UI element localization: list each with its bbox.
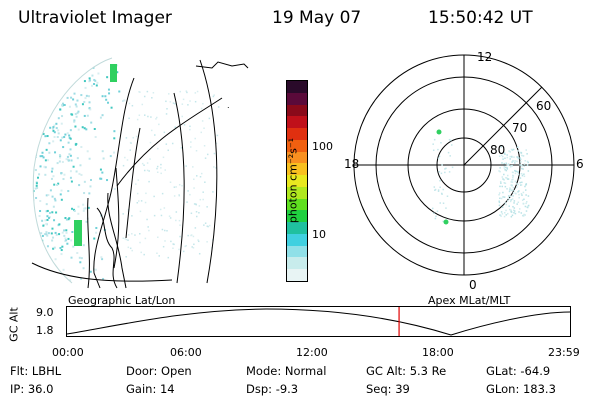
- colorbar-segment: [287, 222, 307, 234]
- colorbar-segment: [287, 186, 307, 199]
- status-seq: Seq: 39: [366, 382, 410, 396]
- timeline-x-tick: 23:59: [548, 346, 580, 359]
- observation-time: 15:50:42 UT: [428, 8, 533, 28]
- mlt-label-bottom: 0: [469, 278, 477, 292]
- status-door: Door: Open: [126, 364, 192, 378]
- status-flt: Flt: LBHL: [10, 364, 62, 378]
- timeline-frame: [66, 306, 571, 337]
- colorbar-segment: [287, 139, 307, 152]
- colorbar-tick-label: 100: [312, 140, 333, 153]
- colorbar-segment: [287, 198, 307, 211]
- lat-label: 70: [512, 121, 527, 135]
- colorbar-segment: [287, 233, 307, 246]
- timeline-y-tick: 1.8: [36, 324, 54, 337]
- right-panel-caption: Apex MLat/MLT: [428, 294, 511, 307]
- status-ip: IP: 36.0: [10, 382, 54, 396]
- status-dsp: Dsp: -9.3: [246, 382, 299, 396]
- timeline-y-tick: 9.0: [36, 306, 54, 319]
- aurora-spot: [436, 129, 442, 135]
- mlt-label-top: 12: [477, 50, 492, 64]
- colorbar-segment: [287, 92, 307, 105]
- mlt-axis-diagonal: [463, 86, 543, 166]
- altitude-curve: [66, 308, 571, 336]
- mlt-label-left: 18: [344, 157, 359, 171]
- polar-mlt-plot: 12 0 18 6 60 70 80: [344, 50, 584, 292]
- left-panel-caption: Geographic Lat/Lon: [68, 294, 176, 307]
- observation-date: 19 May 07: [272, 8, 362, 28]
- status-glat: GLat: -64.9: [486, 364, 551, 378]
- coast-mark: .: [227, 101, 230, 110]
- lat-label: 60: [536, 99, 551, 113]
- colorbar-segment: [287, 245, 307, 258]
- colorbar-segment: [287, 116, 307, 129]
- lat-label: 80: [490, 143, 505, 157]
- status-glon: GLon: 183.3: [486, 382, 556, 396]
- colorbar-segment: [287, 257, 307, 270]
- timeline-x-tick: 00:00: [52, 346, 84, 359]
- colorbar-segment: [287, 175, 307, 187]
- coastlines: [31, 59, 249, 289]
- timeline-axis-label: GC Alt: [7, 307, 21, 342]
- colorbar-tick-label: 10: [312, 228, 326, 241]
- instrument-title: Ultraviolet Imager: [18, 8, 172, 28]
- colorbar-segment: [287, 104, 307, 117]
- colorbar-unit-label: photon cm⁻²s⁻¹: [286, 137, 300, 224]
- aurora-bright-patch: [74, 220, 82, 246]
- timeline-x-tick: 18:00: [422, 346, 454, 359]
- earth-limb: [32, 57, 113, 284]
- colorbar: [286, 80, 308, 282]
- aurora-emission: [33, 58, 223, 284]
- status-mode: Mode: Normal: [246, 364, 327, 378]
- geographic-image-panel: .: [31, 57, 249, 289]
- orbit-timeline: [66, 306, 571, 337]
- colorbar-segment: [287, 151, 307, 164]
- colorbar-segment: [287, 128, 307, 140]
- colorbar-segment: [287, 210, 307, 223]
- colorbar-segment: [287, 81, 307, 93]
- status-gain: Gain: 14: [126, 382, 175, 396]
- mlt-label-right: 6: [576, 157, 584, 171]
- timeline-x-tick: 06:00: [170, 346, 202, 359]
- aurora-bright-patch: [110, 64, 117, 82]
- aurora-spot: [443, 219, 449, 225]
- timeline-x-tick: 12:00: [296, 346, 328, 359]
- colorbar-segment: [287, 163, 307, 176]
- status-gc-alt: GC Alt: 5.3 Re: [366, 364, 447, 378]
- colorbar-segment: [287, 269, 307, 282]
